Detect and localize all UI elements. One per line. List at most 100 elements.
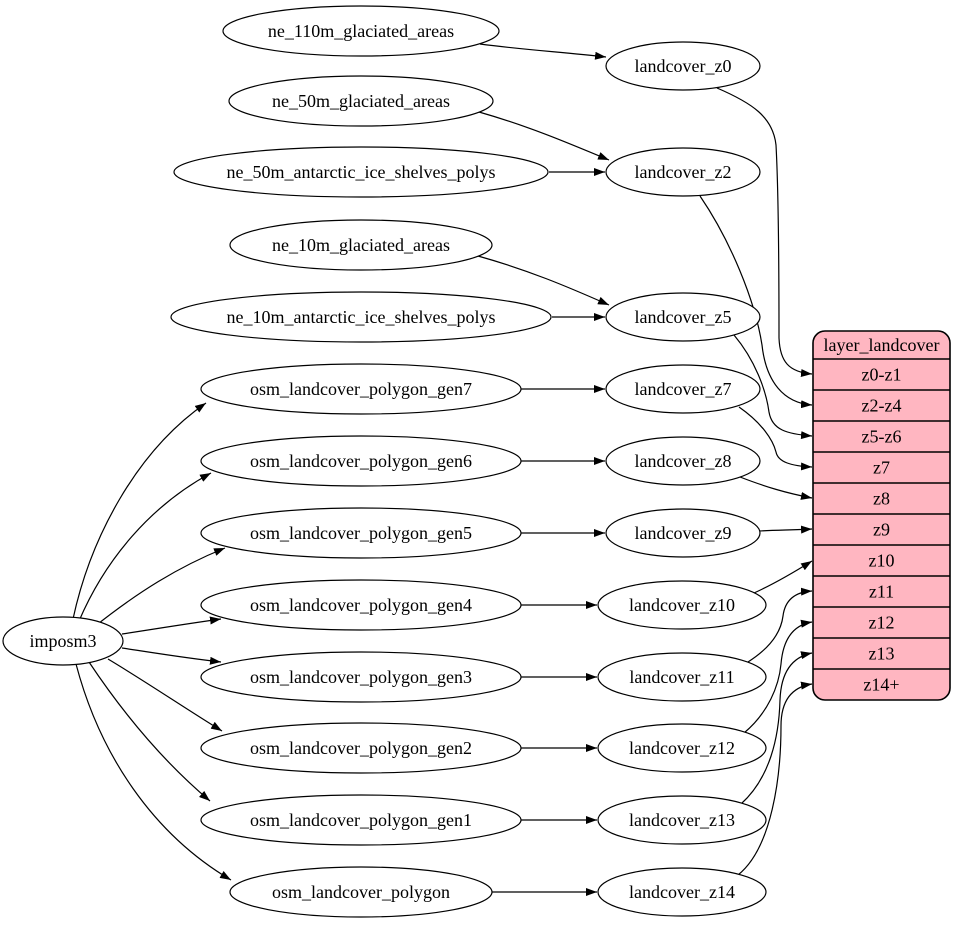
edge-landcover_z5-to-layer_landcover:z5-z6 (733, 334, 813, 440)
edge-imposm3-to-osm_landcover_polygon (75, 663, 232, 881)
edge-landcover_z12-to-layer_landcover:z12 (743, 619, 813, 734)
node-ellipse-ne_10m_glaciated_areas (229, 219, 493, 271)
node-ne_50m_glaciated_areas: ne_50m_glaciated_areas (228, 75, 494, 127)
table-row-z8: z8 (873, 489, 890, 509)
node-ellipse-ne_50m_glaciated_areas (228, 75, 494, 127)
node-ellipse-landcover_z9 (605, 508, 761, 558)
node-landcover_z5: landcover_z5 (605, 292, 761, 342)
node-ellipse-landcover_z8 (605, 436, 761, 486)
edge-imposm3-to-osm_landcover_polygon_gen4 (121, 616, 222, 635)
node-label-ne_50m_antarctic_ice_shelves_polys: ne_50m_antarctic_ice_shelves_polys (227, 162, 496, 182)
node-ellipse-osm_landcover_polygon_gen4 (200, 579, 522, 631)
edge-landcover_z11-to-layer_landcover:z11 (747, 587, 813, 663)
node-label-osm_landcover_polygon_gen5: osm_landcover_polygon_gen5 (250, 523, 472, 543)
edge-landcover_z14-to-layer_landcover:z14+ (737, 681, 813, 876)
table-row-z11: z11 (869, 582, 894, 602)
node-imposm3: imposm3 (2, 616, 124, 666)
table-row-z5-z6: z5-z6 (862, 427, 902, 447)
node-label-landcover_z10: landcover_z10 (629, 595, 735, 615)
node-label-osm_landcover_polygon_gen7: osm_landcover_polygon_gen7 (250, 379, 472, 399)
table-row-z9: z9 (873, 520, 890, 540)
node-label-osm_landcover_polygon_gen1: osm_landcover_polygon_gen1 (250, 810, 472, 830)
table-row-z12: z12 (869, 613, 895, 633)
node-ellipse-landcover_z12 (597, 723, 767, 773)
node-landcover_z9: landcover_z9 (605, 508, 761, 558)
edge-landcover_z10-to-layer_landcover:z10 (753, 560, 813, 594)
node-ellipse-osm_landcover_polygon_gen6 (200, 435, 522, 487)
node-landcover_z11: landcover_z11 (597, 652, 767, 702)
node-landcover_z14: landcover_z14 (597, 867, 767, 917)
node-ne_10m_antarctic_ice_shelves_polys: ne_10m_antarctic_ice_shelves_polys (170, 291, 552, 343)
node-label-landcover_z9: landcover_z9 (635, 523, 732, 543)
node-osm_landcover_polygon: osm_landcover_polygon (229, 866, 493, 918)
node-osm_landcover_polygon_gen3: osm_landcover_polygon_gen3 (200, 651, 522, 703)
edge-ne_10m_glaciated_areas-to-landcover_z5 (477, 255, 610, 306)
node-label-landcover_z13: landcover_z13 (629, 810, 735, 830)
edge-ne_110m_glaciated_areas-to-landcover_z0 (479, 43, 607, 60)
edge-imposm3-to-osm_landcover_polygon_gen6 (78, 472, 212, 622)
node-label-landcover_z0: landcover_z0 (635, 56, 732, 76)
node-ellipse-ne_110m_glaciated_areas (222, 5, 500, 57)
node-ellipse-osm_landcover_polygon (229, 866, 493, 918)
node-ellipse-osm_landcover_polygon_gen5 (200, 507, 522, 559)
node-ne_50m_antarctic_ice_shelves_polys: ne_50m_antarctic_ice_shelves_polys (173, 146, 549, 198)
node-ellipse-landcover_z11 (597, 652, 767, 702)
node-landcover_z8: landcover_z8 (605, 436, 761, 486)
table-row-z13: z13 (869, 644, 895, 664)
edge-imposm3-to-osm_landcover_polygon_gen5 (93, 547, 226, 628)
edge-landcover_z7-to-layer_landcover:z7 (738, 406, 813, 471)
edge-imposm3-to-osm_landcover_polygon_gen2 (107, 658, 223, 732)
table-row-z0-z1: z0-z1 (862, 365, 902, 385)
node-ellipse-landcover_z7 (605, 364, 761, 414)
table-row-z7: z7 (873, 458, 890, 478)
node-landcover_z13: landcover_z13 (597, 795, 767, 845)
node-ellipse-osm_landcover_polygon_gen3 (200, 651, 522, 703)
node-landcover_z10: landcover_z10 (597, 580, 767, 630)
node-ellipse-osm_landcover_polygon_gen2 (200, 722, 522, 774)
node-label-osm_landcover_polygon_gen3: osm_landcover_polygon_gen3 (250, 667, 472, 687)
node-ellipse-imposm3 (2, 616, 124, 666)
nodes-layer: ne_110m_glaciated_areas landcover_z0 ne_50… (2, 5, 767, 918)
node-ellipse-ne_10m_antarctic_ice_shelves_polys (170, 291, 552, 343)
node-label-landcover_z11: landcover_z11 (629, 667, 734, 687)
node-ellipse-landcover_z14 (597, 867, 767, 917)
node-ellipse-landcover_z0 (605, 41, 761, 91)
edge-imposm3-to-osm_landcover_polygon_gen3 (121, 647, 222, 665)
edge-landcover_z13-to-layer_landcover:z13 (740, 651, 813, 805)
node-landcover_z12: landcover_z12 (597, 723, 767, 773)
edge-landcover_z2-to-layer_landcover:z2-z4 (699, 195, 813, 409)
node-osm_landcover_polygon_gen5: osm_landcover_polygon_gen5 (200, 507, 522, 559)
node-label-imposm3: imposm3 (29, 631, 96, 651)
node-ellipse-landcover_z10 (597, 580, 767, 630)
node-ellipse-osm_landcover_polygon_gen7 (200, 363, 522, 415)
node-osm_landcover_polygon_gen7: osm_landcover_polygon_gen7 (200, 363, 522, 415)
node-ellipse-landcover_z5 (605, 292, 761, 342)
node-label-osm_landcover_polygon_gen4: osm_landcover_polygon_gen4 (250, 595, 472, 615)
table-header-label: layer_landcover (824, 335, 940, 355)
node-label-osm_landcover_polygon_gen2: osm_landcover_polygon_gen2 (250, 738, 472, 758)
table-row-z10: z10 (869, 551, 895, 571)
node-landcover_z2: landcover_z2 (605, 147, 761, 197)
node-label-ne_110m_glaciated_areas: ne_110m_glaciated_areas (268, 21, 454, 41)
node-label-landcover_z8: landcover_z8 (635, 451, 732, 471)
node-osm_landcover_polygon_gen2: osm_landcover_polygon_gen2 (200, 722, 522, 774)
node-label-landcover_z7: landcover_z7 (635, 379, 732, 399)
edge-imposm3-to-osm_landcover_polygon_gen1 (88, 661, 211, 802)
edges-layer (72, 43, 813, 896)
node-label-osm_landcover_polygon_gen6: osm_landcover_polygon_gen6 (250, 451, 472, 471)
node-ellipse-landcover_z2 (605, 147, 761, 197)
node-ellipse-ne_50m_antarctic_ice_shelves_polys (173, 146, 549, 198)
node-label-ne_10m_glaciated_areas: ne_10m_glaciated_areas (272, 235, 450, 255)
node-ellipse-landcover_z13 (597, 795, 767, 845)
edge-landcover_z8-to-layer_landcover:z8 (739, 476, 813, 500)
node-label-ne_10m_antarctic_ice_shelves_polys: ne_10m_antarctic_ice_shelves_polys (227, 307, 496, 327)
edge-landcover_z9-to-layer_landcover:z9 (758, 525, 813, 534)
node-ellipse-osm_landcover_polygon_gen1 (200, 794, 522, 846)
node-osm_landcover_polygon_gen1: osm_landcover_polygon_gen1 (200, 794, 522, 846)
node-label-osm_landcover_polygon: osm_landcover_polygon (272, 882, 450, 902)
table-layer: layer_landcover z0-z1 z2-z4 z5-z6 z7 z8 z9 z10 z… (812, 330, 951, 701)
node-landcover_z0: landcover_z0 (605, 41, 761, 91)
edge-landcover_z0-to-layer_landcover:z0-z1 (716, 87, 813, 378)
